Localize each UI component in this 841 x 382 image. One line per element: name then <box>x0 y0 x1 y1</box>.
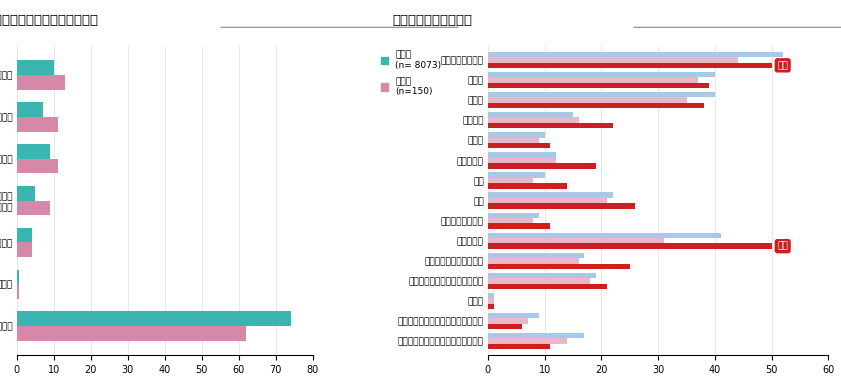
Bar <box>488 103 704 108</box>
Bar <box>17 270 19 284</box>
Legend: 従業員
(n= 8073), 経営者
(n=150): 従業員 (n= 8073), 経営者 (n=150) <box>381 50 442 96</box>
Bar <box>488 63 772 68</box>
Bar <box>488 258 579 264</box>
Bar <box>488 233 721 238</box>
Bar <box>488 92 715 97</box>
Bar <box>17 311 291 326</box>
Bar <box>488 338 568 344</box>
Bar <box>488 52 783 57</box>
Bar <box>488 152 556 158</box>
Bar <box>17 284 19 299</box>
Bar <box>488 324 522 329</box>
Bar <box>17 201 50 215</box>
Bar <box>488 77 698 83</box>
Bar <box>17 242 32 257</box>
Bar <box>488 118 579 123</box>
Bar <box>488 243 772 249</box>
Bar <box>17 186 35 201</box>
Bar <box>488 163 595 168</box>
Bar <box>17 159 57 173</box>
Bar <box>488 123 613 128</box>
Bar <box>488 278 590 283</box>
Bar <box>488 83 709 88</box>
Bar <box>488 193 613 198</box>
Bar <box>488 283 607 289</box>
Bar <box>17 228 32 242</box>
Bar <box>488 304 494 309</box>
Bar <box>488 318 527 324</box>
Bar <box>488 293 494 298</box>
Bar <box>488 183 568 189</box>
Bar <box>488 273 595 278</box>
Bar <box>17 326 246 341</box>
Bar <box>488 158 556 163</box>
Text: 福利厉生制度の中で、充足していると感じるもの: 福利厉生制度の中で、充足していると感じるもの <box>0 14 98 27</box>
Bar <box>488 223 550 229</box>
Bar <box>488 333 584 338</box>
Bar <box>17 144 50 159</box>
Bar <box>488 212 539 218</box>
Bar <box>488 97 686 103</box>
Bar <box>17 117 57 131</box>
Text: お金に関しての不安感: お金に関しての不安感 <box>393 14 473 27</box>
Bar <box>488 238 664 243</box>
Bar <box>17 102 43 117</box>
Bar <box>488 218 533 223</box>
Bar <box>488 172 545 178</box>
Bar <box>488 264 630 269</box>
Bar <box>488 313 539 318</box>
Bar <box>17 60 54 75</box>
Bar <box>17 75 65 90</box>
Bar <box>488 132 545 138</box>
Bar <box>488 203 636 209</box>
Bar <box>488 57 738 63</box>
Bar <box>488 143 550 149</box>
Bar <box>488 112 573 118</box>
Bar <box>488 298 494 304</box>
Bar <box>488 253 584 258</box>
Text: 不安: 不安 <box>777 242 788 251</box>
Bar <box>488 72 715 77</box>
Bar <box>488 138 539 143</box>
Bar <box>488 198 607 203</box>
Text: 不安: 不安 <box>777 61 788 70</box>
Bar <box>488 344 550 349</box>
Bar <box>488 178 533 183</box>
